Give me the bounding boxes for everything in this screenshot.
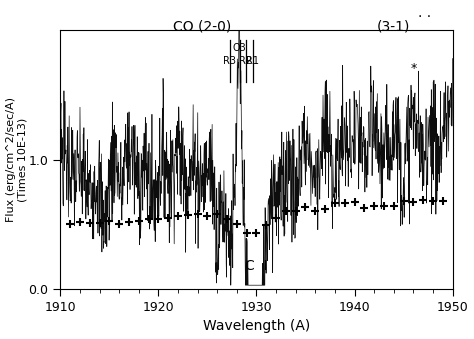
Text: *: * xyxy=(410,62,417,75)
Text: R2: R2 xyxy=(239,56,252,66)
X-axis label: Wavelength (A): Wavelength (A) xyxy=(203,319,310,334)
Text: (3-1): (3-1) xyxy=(377,20,410,34)
Text: R1: R1 xyxy=(246,56,259,66)
Y-axis label: Flux (erg/cm^2/sec/A)
(Times 10E-13): Flux (erg/cm^2/sec/A) (Times 10E-13) xyxy=(6,97,27,222)
Text: CO (2-0): CO (2-0) xyxy=(173,20,232,34)
Text: R3: R3 xyxy=(223,56,237,66)
Text: O3: O3 xyxy=(233,43,246,53)
Text: C  I: C I xyxy=(245,259,268,273)
Text: . .: . . xyxy=(418,6,431,20)
